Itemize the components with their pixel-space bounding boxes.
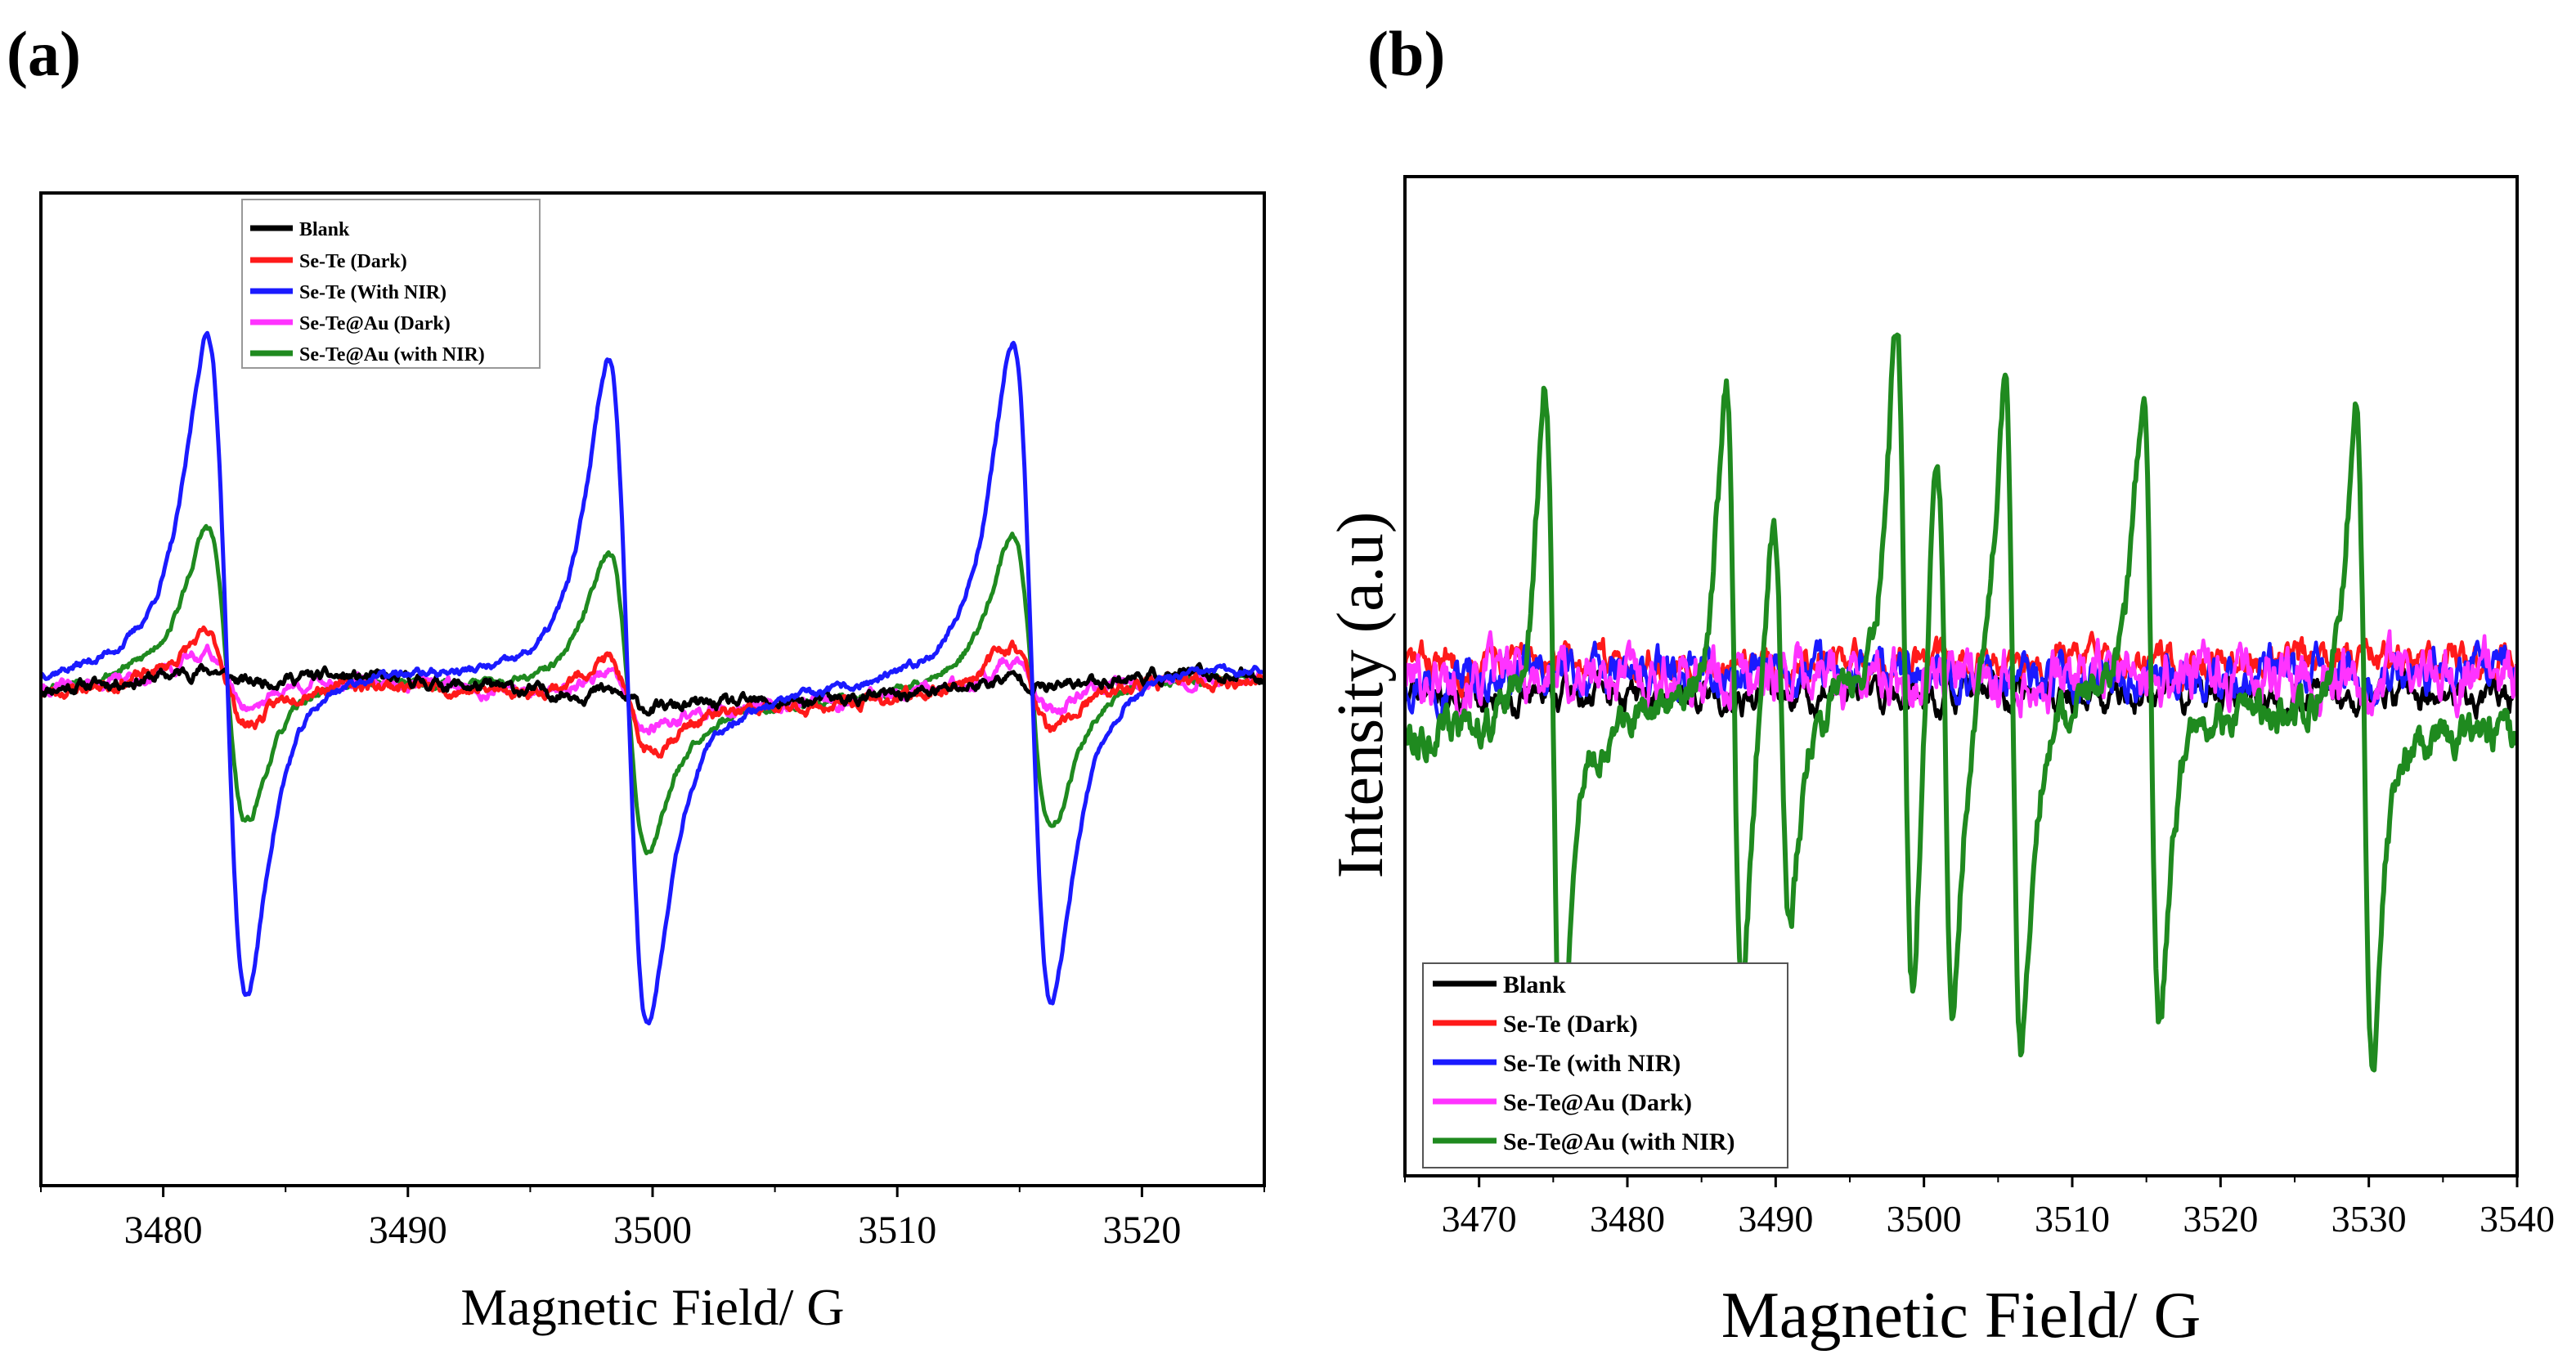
chart-b-legend: Blank Se-Te (Dark) Se-Te (with NIR) Se-T…: [1422, 962, 1788, 1168]
chart-b-x-tick-label-3530: 3530: [2331, 1198, 2407, 1240]
chart-b-legend-label-blank: Blank: [1503, 971, 1566, 998]
chart-b-legend-box: [1422, 962, 1788, 1168]
chart-b-legend-label-seteau-nir: Se-Te@Au (with NIR): [1503, 1128, 1735, 1155]
chart-a-legend-label-seteau-nir: Se-Te@Au (with NIR): [299, 344, 485, 366]
chart-a: 3480 3490 3500 3510 3520 Magnetic Field/ G B…: [39, 191, 1266, 1336]
chart-a-series-blank: [41, 662, 1264, 717]
chart-a-legend-label-sete-nir: Se-Te (With NIR): [299, 282, 447, 303]
chart-a-legend-label-seteau-dark: Se-Te@Au (Dark): [299, 313, 451, 334]
chart-b-plot-frame: [1403, 175, 2519, 1177]
chart-b-series-se-te-au-dark: [1405, 629, 2517, 723]
chart-a-x-tick-label-3490: 3490: [369, 1209, 447, 1252]
chart-b-x-tick-label-3490: 3490: [1738, 1198, 1813, 1240]
chart-b-series-group: [1405, 332, 2517, 1078]
chart-b-legend-label-sete-dark: Se-Te (Dark): [1503, 1011, 1638, 1038]
chart-b-x-tick-label-3510: 3510: [2035, 1198, 2110, 1240]
chart-b: 3470 3480 3490 3500 3510 3520 3530 3540 Magneti…: [1325, 175, 2555, 1352]
chart-a-legend: Blank Se-Te (Dark) Se-Te (With NIR) Se-T…: [241, 199, 541, 369]
chart-a-series-se-te-au-with-nir: [41, 523, 1264, 855]
chart-a-x-tick-label-3520: 3520: [1102, 1209, 1181, 1252]
chart-a-series-group: [41, 330, 1264, 1025]
chart-a-x-tick-label-3500: 3500: [613, 1209, 692, 1252]
chart-b-x-axis: 3470 3480 3490 3500 3510 3520 3530 3540: [1404, 1176, 2555, 1240]
panel-label-b: (b): [1367, 18, 1445, 89]
chart-b-x-tick-label-3540: 3540: [2480, 1198, 2555, 1240]
chart-b-series-se-te-au-with-nir: [1405, 332, 2517, 1078]
chart-a-x-axis-label: Magnetic Field/ G: [460, 1278, 844, 1336]
chart-b-x-tick-label-3500: 3500: [1887, 1198, 1962, 1240]
panel-label-a: (a): [7, 18, 81, 89]
chart-a-x-axis: 3480 3490 3500 3510 3520: [40, 1186, 1265, 1252]
chart-a-x-tick-label-3510: 3510: [858, 1209, 936, 1252]
chart-a-legend-label-blank: Blank: [299, 219, 350, 240]
chart-b-x-tick-label-3470: 3470: [1442, 1198, 1517, 1240]
chart-b-y-axis-label: Intensity (a.u): [1325, 512, 1397, 879]
chart-b-x-tick-label-3480: 3480: [1590, 1198, 1665, 1240]
chart-a-series-se-te-with-nir: [41, 330, 1264, 1025]
chart-b-legend-label-seteau-dark: Se-Te@Au (Dark): [1503, 1089, 1692, 1116]
chart-a-series-se-te-dark: [41, 625, 1264, 759]
chart-a-series-se-te-au-dark: [41, 644, 1264, 736]
chart-b-x-axis-label: Magnetic Field/ G: [1721, 1280, 2201, 1352]
chart-b-x-tick-label-3520: 3520: [2183, 1198, 2258, 1240]
chart-a-legend-label-sete-dark: Se-Te (Dark): [299, 251, 407, 272]
chart-a-x-tick-label-3480: 3480: [124, 1209, 203, 1252]
chart-b-legend-label-sete-nir: Se-Te (with NIR): [1503, 1050, 1681, 1077]
